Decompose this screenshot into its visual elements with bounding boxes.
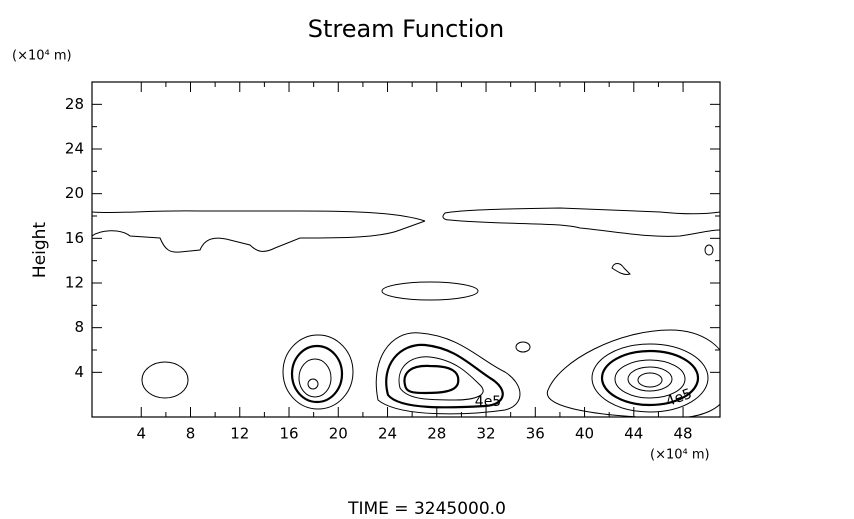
y-tick-label: 24 xyxy=(65,140,84,158)
x-tick-label: 44 xyxy=(624,425,643,443)
x-tick-label: 8 xyxy=(186,425,196,443)
y-tick-label: 20 xyxy=(65,184,84,202)
y-unit: (×10⁴ m) xyxy=(12,49,72,64)
x-tick-label: 36 xyxy=(526,425,545,443)
footer: TIME = 3245000.0 xyxy=(347,499,506,519)
y-tick-label: 8 xyxy=(74,318,84,336)
x-tick-label: 28 xyxy=(427,425,446,443)
contour-label: 4e5 xyxy=(664,386,694,410)
x-tick-label: 4 xyxy=(136,425,146,443)
y-tick-label: 12 xyxy=(65,274,84,292)
x-tick-label: 16 xyxy=(279,425,298,443)
x-tick-label: 20 xyxy=(329,425,348,443)
contour-label: 4e5 xyxy=(475,394,501,410)
x-tick-label: 48 xyxy=(674,425,693,443)
plot-frame xyxy=(91,81,721,418)
chart-title: Stream Function xyxy=(308,15,505,43)
x-tick-label: 24 xyxy=(378,425,397,443)
y-tick-label: 28 xyxy=(65,95,84,113)
y-tick-label: 16 xyxy=(65,229,84,247)
x-tick-label: 40 xyxy=(575,425,594,443)
x-unit: (×10⁴ m) xyxy=(650,448,710,463)
y-axis-label: Height xyxy=(30,222,50,279)
y-tick-label: 4 xyxy=(74,363,84,381)
x-tick-label: 32 xyxy=(476,425,495,443)
x-tick-label: 12 xyxy=(230,425,249,443)
contours xyxy=(92,207,720,417)
